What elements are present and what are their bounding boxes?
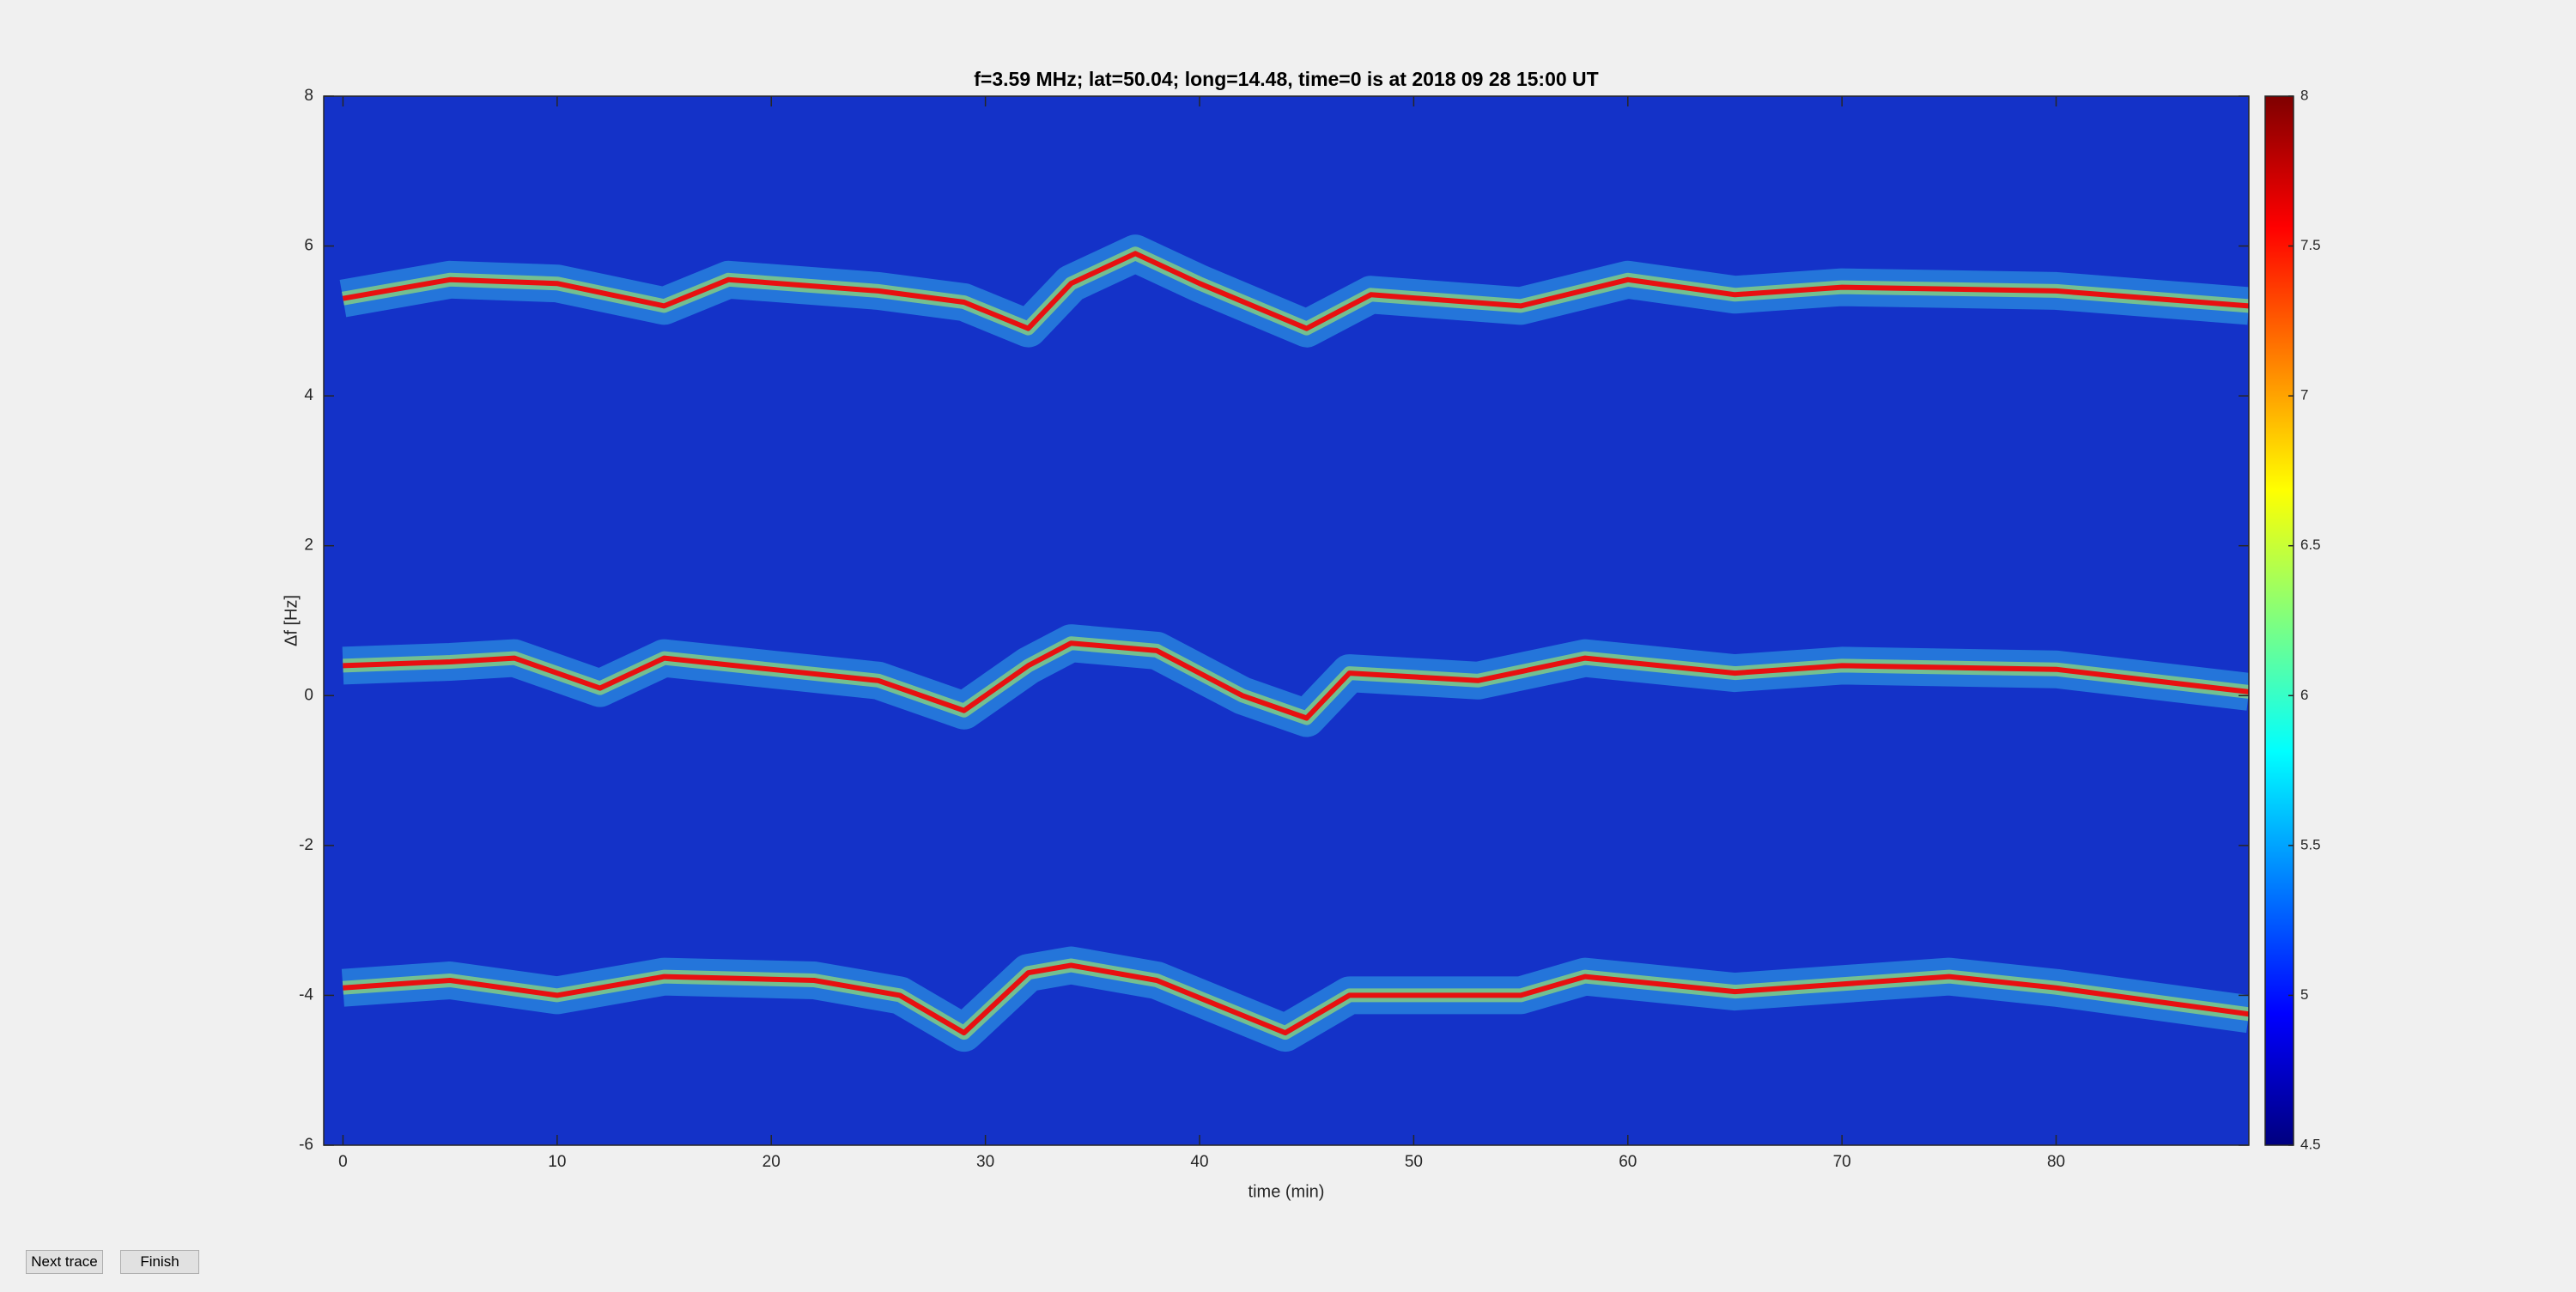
chart: f=3.59 MHz; lat=50.04; long=14.48, time=… (282, 68, 2321, 1201)
x-tick-label: 80 (2047, 1153, 2065, 1171)
y-tick-label: -2 (299, 836, 313, 854)
x-tick-label: 0 (338, 1153, 348, 1171)
x-tick-label: 30 (976, 1153, 994, 1171)
x-tick-label: 60 (1619, 1153, 1637, 1171)
next-trace-button[interactable]: Next trace (26, 1250, 103, 1274)
y-tick-label: -6 (299, 1136, 313, 1154)
colorbar-tick-label: 7 (2300, 387, 2308, 403)
colorbar (2264, 95, 2294, 1146)
traces (339, 234, 2249, 1052)
y-tick-label: 8 (304, 87, 313, 105)
colorbar-tick-label: 6.5 (2300, 537, 2321, 553)
y-tick-label: 4 (304, 386, 313, 404)
colorbar-tick-label: 4.5 (2300, 1136, 2321, 1152)
colorbar-tick-label: 7.5 (2300, 237, 2321, 253)
x-tick-label: 70 (1833, 1153, 1851, 1171)
x-axis-label: time (min) (1249, 1182, 1325, 1201)
x-tick-label: 50 (1405, 1153, 1423, 1171)
colorbar-tick-label: 5.5 (2300, 836, 2321, 852)
y-axis-label: Δf [Hz] (282, 595, 301, 646)
colorbar-tick-label: 5 (2300, 986, 2308, 1003)
trace (343, 962, 2249, 1036)
plot-frame (323, 95, 2250, 1146)
x-tick-label: 20 (762, 1153, 781, 1171)
x-tick-label: 40 (1190, 1153, 1208, 1171)
y-tick-label: -4 (299, 986, 313, 1004)
colorbar-tick-label: 8 (2300, 87, 2308, 103)
plot-background (324, 96, 2249, 1145)
chart-title: f=3.59 MHz; lat=50.04; long=14.48, time=… (974, 68, 1598, 90)
trace (342, 251, 2249, 331)
finish-button[interactable]: Finish (120, 1250, 199, 1274)
x-tick-label: 10 (548, 1153, 566, 1171)
y-tick-label: 2 (304, 537, 313, 555)
y-tick-label: 0 (304, 686, 313, 704)
trace (343, 640, 2249, 721)
y-tick-label: 6 (304, 237, 313, 255)
colorbar-tick-label: 6 (2300, 687, 2308, 703)
